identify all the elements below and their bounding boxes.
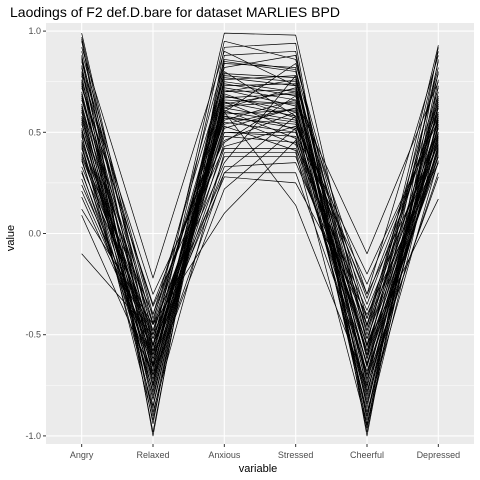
x-tick-label-stressed: Stressed xyxy=(278,450,314,460)
series-line-42 xyxy=(81,75,439,421)
x-tick-label-anxious: Anxious xyxy=(208,450,241,460)
series-line-13 xyxy=(81,87,439,305)
series-line-38 xyxy=(81,115,439,380)
series-line-52 xyxy=(81,59,439,327)
series-line-30 xyxy=(81,99,439,340)
y-tick-label: 1.0 xyxy=(28,26,41,36)
series-line-48 xyxy=(81,117,439,315)
series-lines xyxy=(81,32,439,437)
y-tick-label: -1.0 xyxy=(25,431,41,441)
series-line-59 xyxy=(81,115,439,376)
series-line-49 xyxy=(81,59,439,319)
series-line-45 xyxy=(81,93,439,388)
series-line-53 xyxy=(81,73,439,384)
series-line-36 xyxy=(81,140,439,346)
series-line-57 xyxy=(81,101,439,404)
series-line-51 xyxy=(81,85,439,307)
x-tick-label-relaxed: Relaxed xyxy=(136,450,169,460)
series-line-56 xyxy=(81,93,439,417)
series-line-32 xyxy=(81,83,439,340)
y-tick-label: 0.0 xyxy=(28,229,41,239)
series-line-4 xyxy=(81,47,439,295)
y-axis: 1.0 0.5 0.0 -0.5 -1.0 xyxy=(25,26,46,441)
series-line-58 xyxy=(81,109,439,392)
series-line-24 xyxy=(81,132,439,346)
series-line-31 xyxy=(81,107,439,412)
series-line-44 xyxy=(81,89,439,404)
series-line-37 xyxy=(81,127,439,376)
y-tick-label: 0.5 xyxy=(28,127,41,137)
x-axis-title: variable xyxy=(239,463,278,475)
series-line-21 xyxy=(81,75,439,360)
x-tick-label-cheerful: Cheerful xyxy=(350,450,384,460)
series-line-60 xyxy=(81,125,439,364)
x-tick-label-angry: Angry xyxy=(70,450,94,460)
series-line-29 xyxy=(81,71,439,376)
series-line-47 xyxy=(81,109,439,348)
x-tick-label-depressed: Depressed xyxy=(417,450,461,460)
y-tick-label: -0.5 xyxy=(25,330,41,340)
chart-title: Laodings of F2 def.D.bare for dataset MA… xyxy=(10,4,340,20)
x-axis: Angry Relaxed Anxious Stressed Cheerful Depre… xyxy=(70,444,460,460)
series-line-50 xyxy=(81,73,439,299)
y-axis-title: value xyxy=(5,225,17,251)
series-line-55 xyxy=(81,89,439,425)
series-line-9 xyxy=(81,71,439,332)
